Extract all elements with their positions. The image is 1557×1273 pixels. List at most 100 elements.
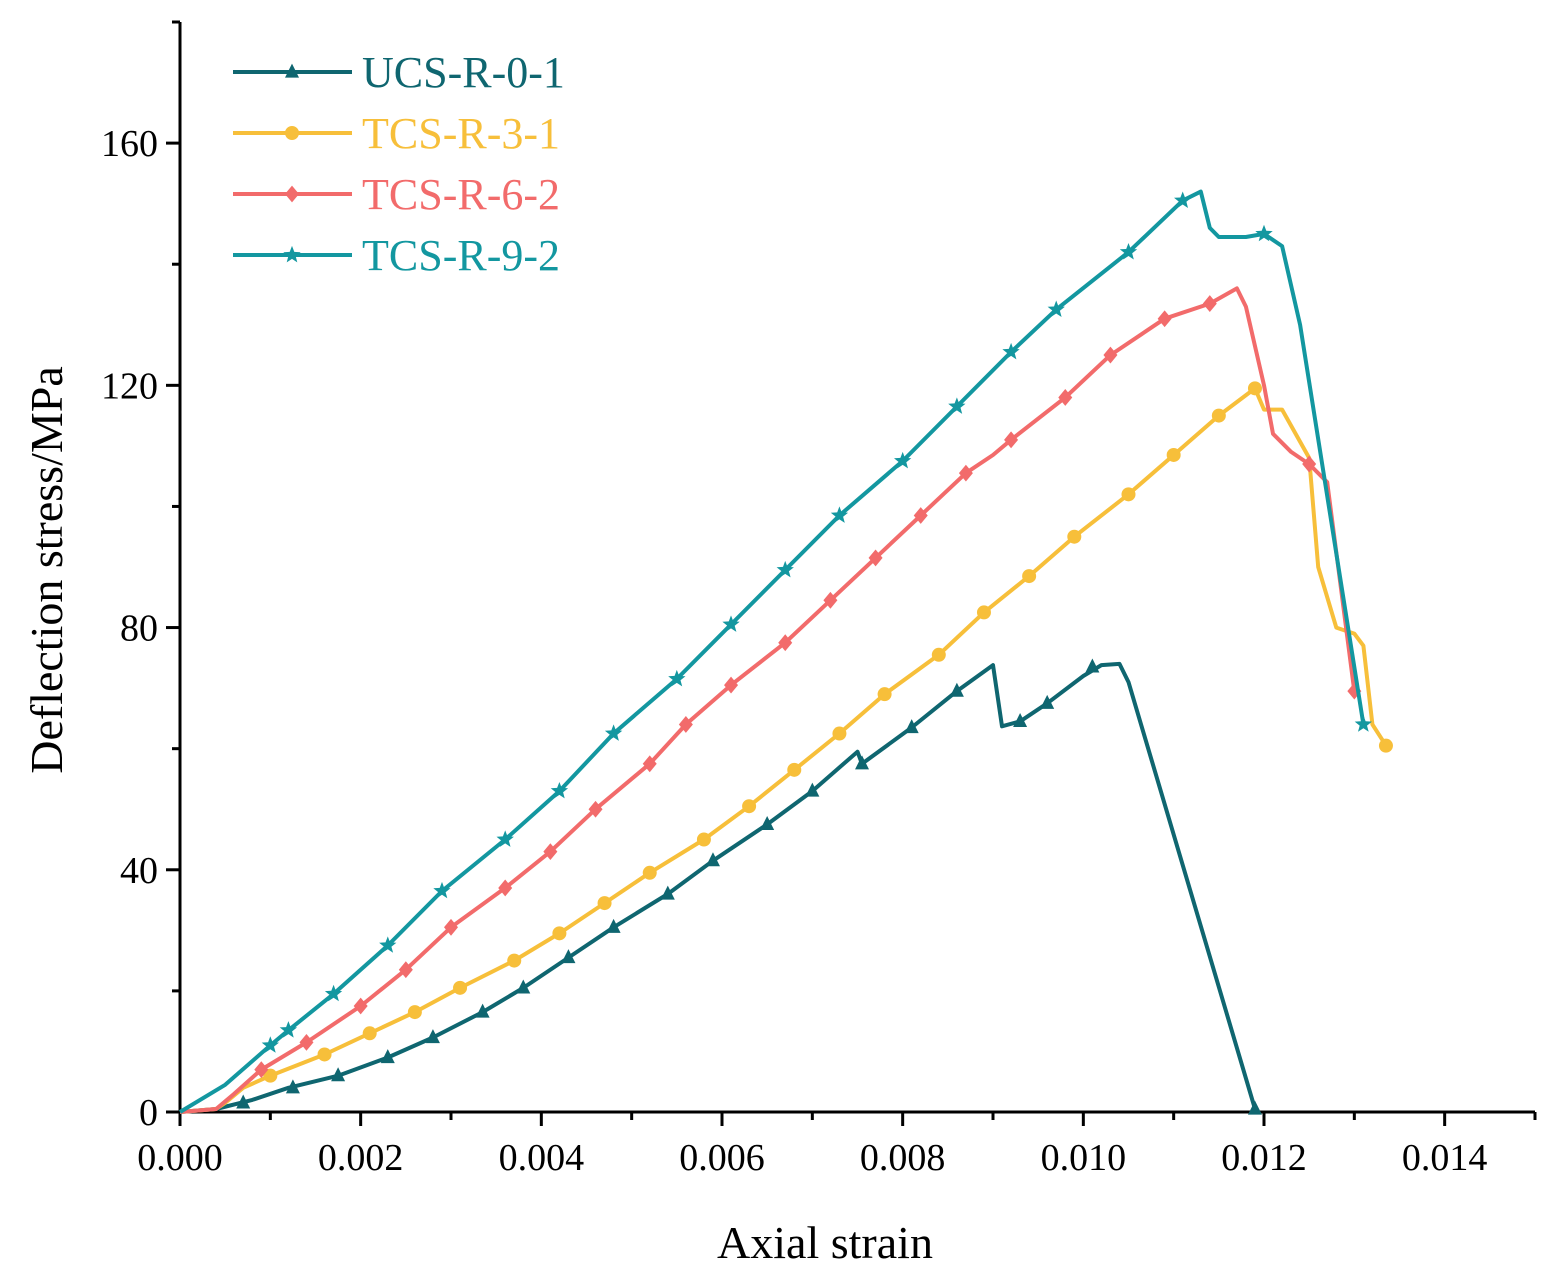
data-point-tcs-r-3-1 <box>1247 381 1262 396</box>
data-point-tcs-r-3-1 <box>976 605 991 620</box>
data-point-tcs-r-9-2 <box>496 830 514 847</box>
y-tick-label: 160 <box>101 123 158 165</box>
data-point-tcs-r-3-1 <box>263 1068 278 1083</box>
data-point-tcs-r-6-2 <box>913 507 928 524</box>
data-point-tcs-r-6-2 <box>1004 431 1019 449</box>
data-point-tcs-r-6-2 <box>353 997 368 1015</box>
data-point-tcs-r-6-2 <box>398 961 413 979</box>
data-point-ucs-r-0-1 <box>660 885 675 900</box>
legend-label: UCS-R-0-1 <box>362 48 565 97</box>
data-point-ucs-r-0-1 <box>285 1079 300 1094</box>
y-tick-label: 0 <box>139 1092 158 1134</box>
data-point-tcs-r-9-2 <box>894 451 912 469</box>
data-point-tcs-r-3-1 <box>1121 487 1136 502</box>
data-point-ucs-r-0-1 <box>949 682 964 697</box>
data-point-tcs-r-6-2 <box>254 1061 269 1079</box>
data-point-tcs-r-6-2 <box>1157 310 1172 328</box>
series-ucs-r-0-1 <box>179 658 1262 1115</box>
data-point-tcs-r-3-1 <box>597 896 612 911</box>
x-tick-label: 0.002 <box>318 1137 404 1179</box>
data-point-tcs-r-6-2 <box>1202 295 1217 312</box>
x-tick-label: 0.010 <box>1041 1137 1127 1179</box>
data-point-tcs-r-3-1 <box>407 1005 422 1020</box>
x-tick-label: 0.006 <box>679 1137 765 1179</box>
data-point-tcs-r-3-1 <box>931 647 946 662</box>
x-tick-label: 0.000 <box>137 1137 223 1179</box>
data-point-ucs-r-0-1 <box>425 1029 440 1044</box>
data-point-tcs-r-3-1 <box>317 1047 332 1062</box>
legend-item-tcs-r-9-2: TCS-R-9-2 <box>233 231 560 280</box>
series-tcs-r-6-2 <box>179 286 1362 1114</box>
y-tick-label: 40 <box>120 850 158 892</box>
data-point-tcs-r-3-1 <box>1211 408 1226 423</box>
data-point-ucs-r-0-1 <box>380 1049 395 1064</box>
legend-label: TCS-R-3-1 <box>362 109 560 158</box>
x-axis-ticks: 0.000 0.002 0.004 0.006 0.008 0.010 0.012 0.014 <box>137 1112 1537 1179</box>
data-point-tcs-r-9-2 <box>324 984 343 1002</box>
legend-item-ucs-r-0-1: UCS-R-0-1 <box>233 48 565 97</box>
legend-marker <box>285 185 299 203</box>
data-point-tcs-r-6-2 <box>868 549 883 567</box>
data-point-ucs-r-0-1 <box>1247 1100 1262 1115</box>
data-point-tcs-r-9-2 <box>1119 243 1138 260</box>
y-tick-label: 120 <box>101 365 158 407</box>
data-point-ucs-r-0-1 <box>606 918 621 933</box>
x-axis-title: Axial strain <box>717 1217 933 1268</box>
legend-marker <box>285 63 299 78</box>
data-point-tcs-r-6-2 <box>1058 389 1073 406</box>
axes <box>178 22 1535 1114</box>
series-line-tcs-r-9-2 <box>178 189 1366 1114</box>
data-point-ucs-r-0-1 <box>760 815 775 830</box>
data-point-tcs-r-6-2 <box>724 676 739 694</box>
data-point-tcs-r-6-2 <box>444 918 458 936</box>
data-point-ucs-r-0-1 <box>516 979 531 994</box>
data-point-ucs-r-0-1 <box>855 755 870 770</box>
series-line-tcs-r-6-2 <box>179 286 1357 1114</box>
data-point-ucs-r-0-1 <box>705 852 720 867</box>
data-point-tcs-r-9-2 <box>261 1036 279 1053</box>
data-point-tcs-r-6-2 <box>1103 346 1118 364</box>
data-point-tcs-r-9-2 <box>604 724 623 741</box>
data-point-tcs-r-3-1 <box>696 832 711 847</box>
y-tick-label: 80 <box>120 608 158 650</box>
series-line-ucs-r-0-1 <box>179 661 1257 1114</box>
y-axis-title: Deflection stress/MPa <box>21 366 72 774</box>
data-point-tcs-r-3-1 <box>1067 529 1082 544</box>
data-point-ucs-r-0-1 <box>805 782 820 797</box>
data-point-tcs-r-9-2 <box>433 881 451 899</box>
x-tick-label: 0.014 <box>1402 1137 1488 1179</box>
data-point-ucs-r-0-1 <box>1013 713 1028 728</box>
legend-marker <box>285 126 299 140</box>
data-point-ucs-r-0-1 <box>236 1094 251 1109</box>
data-point-tcs-r-9-2 <box>1354 715 1372 732</box>
data-point-tcs-r-9-2 <box>830 506 849 523</box>
legend-item-tcs-r-6-2: TCS-R-6-2 <box>233 170 560 219</box>
data-point-tcs-r-6-2 <box>299 1033 314 1051</box>
data-point-ucs-r-0-1 <box>1040 694 1055 709</box>
data-point-tcs-r-9-2 <box>279 1021 298 1038</box>
data-point-tcs-r-9-2 <box>776 560 794 578</box>
data-point-tcs-r-3-1 <box>453 980 468 995</box>
x-tick-label: 0.008 <box>860 1137 946 1179</box>
data-point-tcs-r-3-1 <box>552 926 567 941</box>
data-point-tcs-r-9-2 <box>722 615 740 632</box>
data-point-tcs-r-3-1 <box>1378 738 1393 753</box>
data-point-tcs-r-9-2 <box>668 669 686 687</box>
data-point-tcs-r-9-2 <box>550 782 569 799</box>
data-point-tcs-r-3-1 <box>787 762 802 777</box>
data-point-tcs-r-3-1 <box>1166 447 1181 462</box>
y-axis-ticks: 0 40 80 120 160 <box>101 20 180 1134</box>
data-point-tcs-r-9-2 <box>379 936 397 953</box>
data-point-ucs-r-0-1 <box>1085 658 1100 673</box>
data-point-tcs-r-9-2 <box>948 397 966 414</box>
data-point-tcs-r-9-2 <box>1174 191 1192 208</box>
legend-label: TCS-R-9-2 <box>362 231 560 280</box>
data-point-tcs-r-6-2 <box>678 716 693 733</box>
data-point-tcs-r-6-2 <box>588 800 603 818</box>
data-point-tcs-r-3-1 <box>1022 569 1037 584</box>
series-tcs-r-3-1 <box>179 381 1393 1114</box>
data-point-tcs-r-6-2 <box>823 591 838 609</box>
data-point-ucs-r-0-1 <box>904 719 919 734</box>
data-point-tcs-r-6-2 <box>498 879 513 897</box>
